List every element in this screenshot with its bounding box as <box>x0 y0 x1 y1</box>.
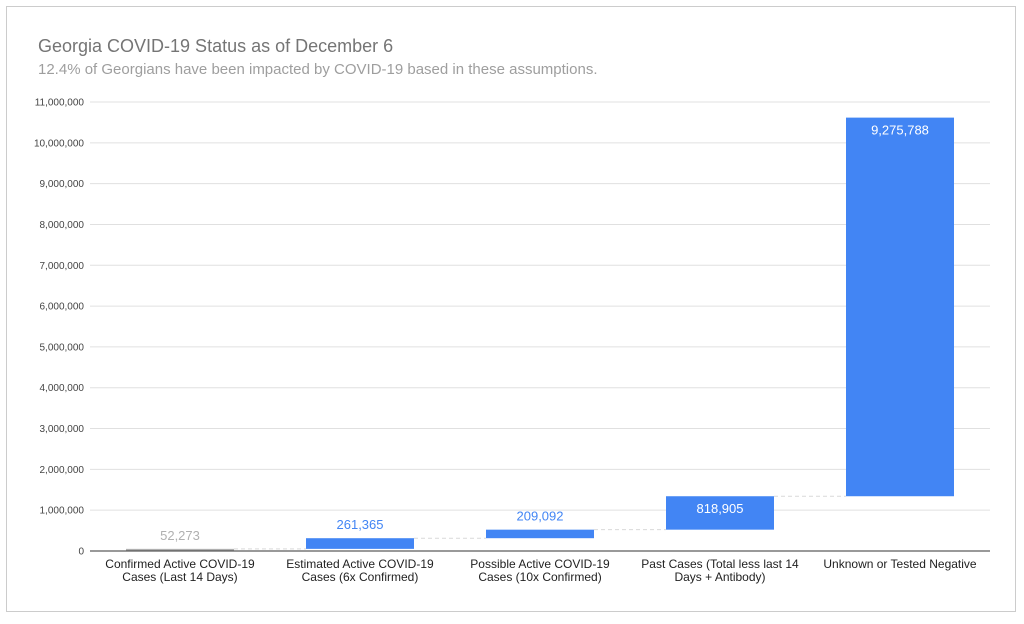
category-label-2: Cases (6x Confirmed) <box>302 570 419 584</box>
category-label-2: Estimated Active COVID-19 <box>286 557 434 571</box>
y-tick-label: 4,000,000 <box>40 383 85 394</box>
connector-lines <box>234 495 846 550</box>
data-label-3: 209,092 <box>517 509 564 524</box>
data-label-1: 52,273 <box>160 528 200 543</box>
chart-title: Georgia COVID-19 Status as of December 6 <box>38 36 394 56</box>
chart-subtitle: 12.4% of Georgians have been impacted by… <box>38 61 598 78</box>
y-tick-label: 7,000,000 <box>40 261 85 272</box>
bars <box>126 117 954 551</box>
bar-4 <box>666 496 774 530</box>
y-tick-label: 2,000,000 <box>40 465 85 476</box>
y-tick-label: 5,000,000 <box>40 342 85 353</box>
gridlines <box>90 101 990 511</box>
y-tick-label: 11,000,000 <box>35 98 85 109</box>
y-tick-label: 0 <box>78 547 84 558</box>
data-label-4: 818,905 <box>697 501 744 516</box>
data-label-2: 261,365 <box>337 517 384 532</box>
y-tick-label: 1,000,000 <box>40 506 85 517</box>
bar-2 <box>306 538 414 549</box>
category-label-4: Past Cases (Total less last 14 <box>641 557 799 571</box>
bar-5 <box>846 117 954 497</box>
category-label-5: Unknown or Tested Negative <box>823 557 977 571</box>
bar-1 <box>126 548 234 551</box>
category-label-1: Confirmed Active COVID-19 <box>105 557 255 571</box>
y-tick-label: 10,000,000 <box>34 138 84 149</box>
y-axis-ticks: 0 1,000,000 2,000,000 3,000,000 4,000,000 5,0… <box>34 98 85 558</box>
category-label-4: Days + Antibody) <box>674 570 765 584</box>
bar-3 <box>486 529 594 539</box>
y-tick-label: 8,000,000 <box>40 220 85 231</box>
category-label-3: Possible Active COVID-19 <box>470 557 610 571</box>
category-label-3: Cases (10x Confirmed) <box>478 570 601 584</box>
y-tick-label: 9,000,000 <box>40 179 85 190</box>
y-tick-label: 6,000,000 <box>40 302 85 313</box>
category-label-1: Cases (Last 14 Days) <box>122 570 237 584</box>
data-labels: 52,273 261,365 209,092 818,905 9,275,788 <box>160 123 929 543</box>
y-tick-label: 3,000,000 <box>40 424 85 435</box>
data-label-5: 9,275,788 <box>871 123 929 138</box>
